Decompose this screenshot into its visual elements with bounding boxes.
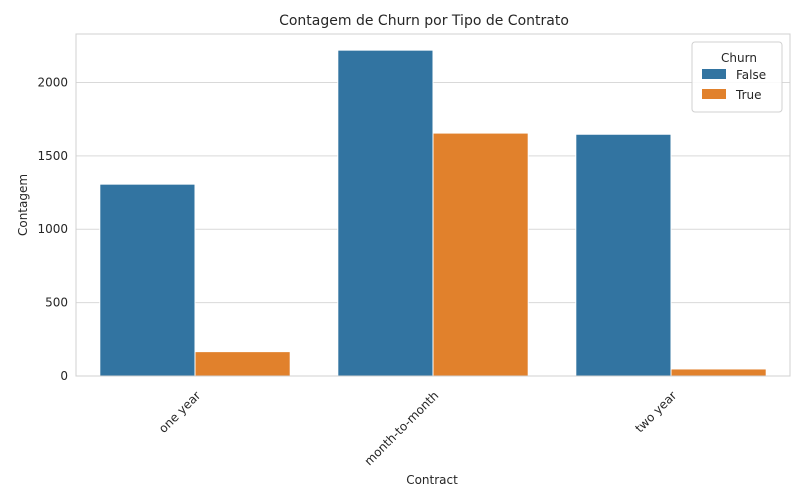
x-ticks: one year month-to-month two year bbox=[156, 388, 679, 468]
x-tick-label: two year bbox=[632, 388, 679, 435]
legend-title: Churn bbox=[721, 51, 757, 65]
y-tick-label: 500 bbox=[45, 296, 68, 310]
bar-true-2 bbox=[670, 368, 767, 377]
bar-true-1 bbox=[432, 132, 529, 377]
x-tick-label: month-to-month bbox=[362, 388, 442, 468]
legend-label-false: False bbox=[736, 68, 766, 82]
bar-false-2 bbox=[575, 133, 672, 377]
bars bbox=[99, 49, 767, 377]
plot-frame bbox=[75, 33, 791, 377]
y-tick-label: 1000 bbox=[37, 222, 68, 236]
x-axis-label: Contract bbox=[406, 473, 458, 487]
legend: Churn False True bbox=[691, 41, 783, 113]
bar-false-0 bbox=[99, 183, 196, 377]
y-tick-label: 1500 bbox=[37, 149, 68, 163]
chart-title: Contagem de Churn por Tipo de Contrato bbox=[279, 13, 569, 29]
bar-true-0 bbox=[194, 351, 291, 377]
y-tick-label: 2000 bbox=[37, 75, 68, 89]
bar-false-1 bbox=[337, 49, 434, 377]
legend-label-true: True bbox=[735, 88, 762, 102]
legend-swatch-true bbox=[702, 89, 726, 99]
y-axis-label: Contagem bbox=[16, 174, 30, 236]
x-tick-label: one year bbox=[156, 388, 203, 435]
y-ticks: 0 500 1000 1500 2000 bbox=[37, 75, 68, 383]
y-tick-label: 0 bbox=[60, 369, 68, 383]
legend-swatch-false bbox=[702, 69, 726, 79]
